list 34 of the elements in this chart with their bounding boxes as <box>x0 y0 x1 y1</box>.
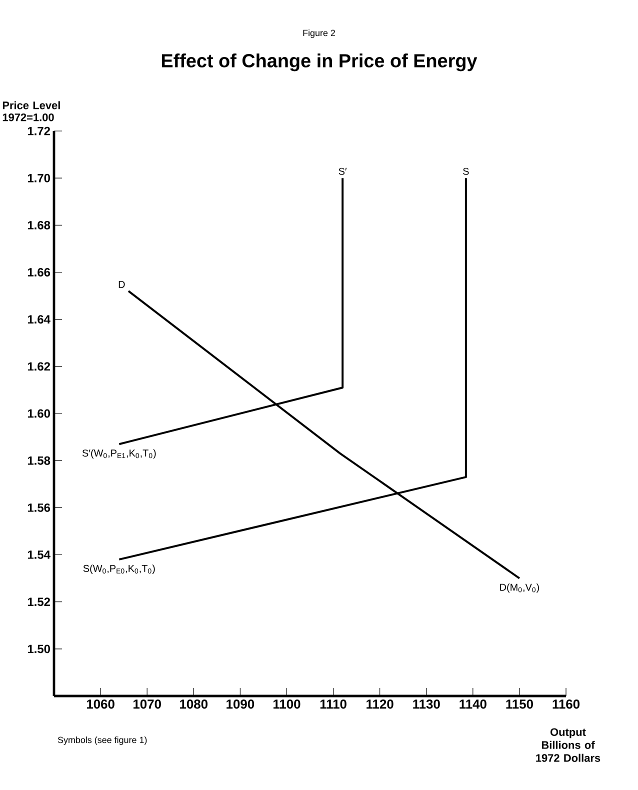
x-tick-label: 1140 <box>460 700 486 709</box>
annotation: S <box>463 168 469 175</box>
y-tick-label: 1.56 <box>28 503 50 512</box>
y-axis-title: Price Level 1972=1.00 <box>2 101 60 122</box>
y-tick-label: 1.50 <box>28 644 50 654</box>
text: Symbols (see figure 1) <box>58 736 147 745</box>
x-tick-label: 1090 <box>226 700 254 709</box>
x-tick-label: 1070 <box>134 700 161 709</box>
annotation: D <box>118 281 125 288</box>
y-tick-label: 1.68 <box>28 220 50 230</box>
x-tick-label: 1120 <box>366 700 394 709</box>
y-tick-label: 1.70 <box>28 174 50 182</box>
y-tick-label: 1.54 <box>28 550 50 559</box>
x-tick-label: 1080 <box>180 700 208 709</box>
y-tick-label: 1.64 <box>28 315 50 324</box>
x-tick-label: 1110 <box>320 700 346 709</box>
caption: Figure 2 <box>303 30 335 38</box>
y-tick-label: 1.58 <box>28 456 50 465</box>
text: S(W$_{0}$,P$_{E0}$,K$_{0}$,T$_{0}$) <box>83 564 155 574</box>
x-tick-label: 1160 <box>552 700 580 709</box>
chart-title: Effect of Change in Price of Energy <box>162 54 478 72</box>
text: S′(W$_{0}$,P$_{E1}$,K$_{0}$,T$_{0}$) <box>82 449 156 459</box>
x-tick-label: 1150 <box>506 700 533 709</box>
annotation: D(M$_{0}$,V$_{0}$) <box>500 584 539 593</box>
y-tick-label: 1.52 <box>28 598 50 606</box>
x-tick-label: 1100 <box>273 700 300 709</box>
y-tick-label: 1.72 <box>28 126 50 136</box>
x-tick-label: 1130 <box>413 700 440 709</box>
x-axis-title: Output Billions of 1972 Dollars <box>536 728 600 762</box>
annotation: S′ <box>338 168 347 175</box>
y-tick-label: 1.66 <box>28 268 50 276</box>
y-tick-label: 1.60 <box>28 409 50 418</box>
y-tick-label: 1.62 <box>28 362 50 371</box>
x-tick-label: 1060 <box>86 700 114 709</box>
